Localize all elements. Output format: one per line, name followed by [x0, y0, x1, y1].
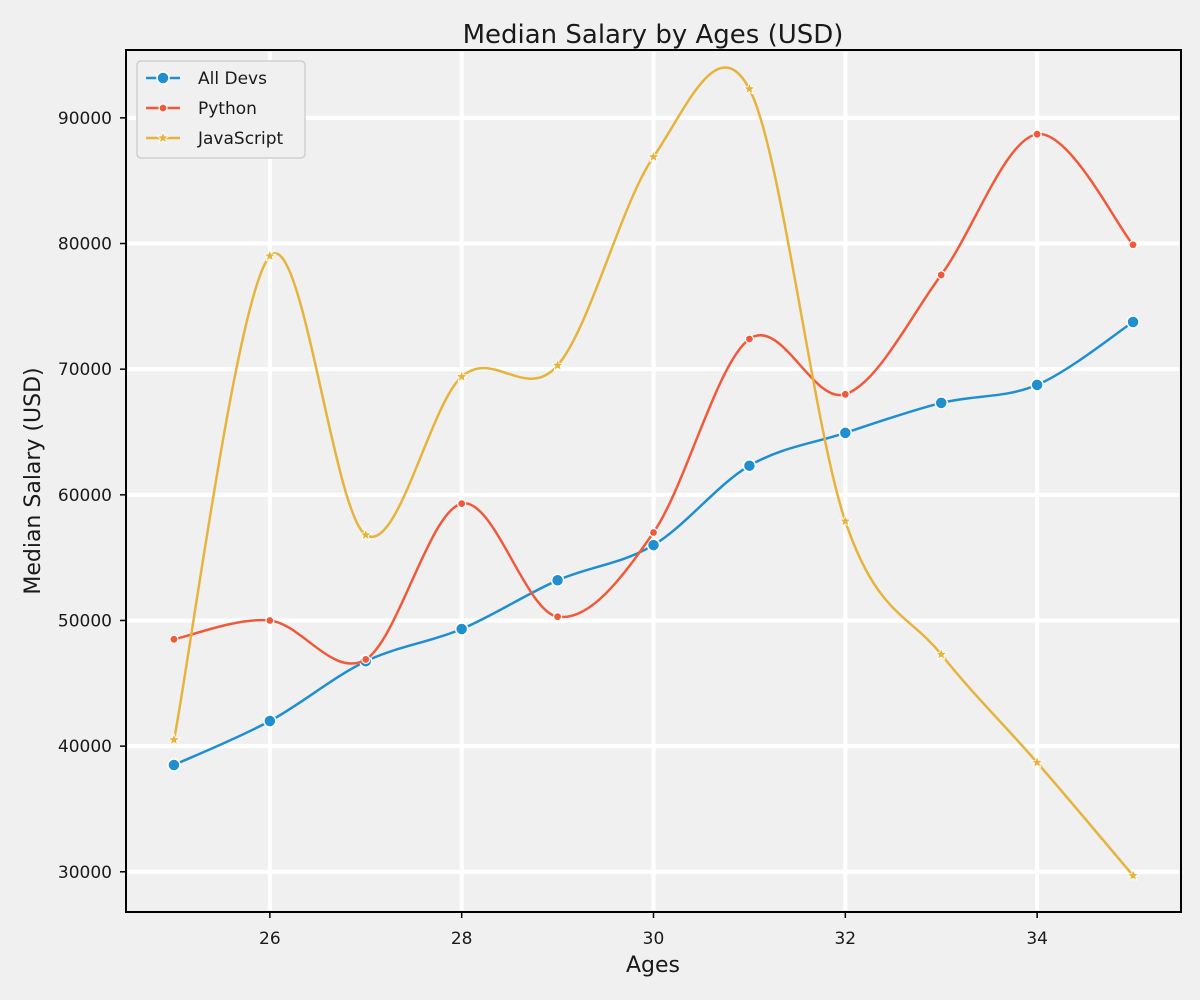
series-line — [172, 132, 1135, 665]
y-tick-label: 40000 — [58, 737, 112, 757]
y-axis-label: Median Salary (USD) — [21, 367, 46, 594]
data-point — [1032, 129, 1042, 139]
series-javascript — [167, 66, 1140, 882]
legend-entry: All Devs — [146, 69, 267, 89]
data-point — [167, 732, 181, 746]
legend-label: JavaScript — [197, 129, 284, 149]
data-point — [934, 647, 948, 661]
x-tick-label: 26 — [259, 929, 281, 949]
data-point — [1030, 378, 1044, 392]
y-tick-label: 90000 — [58, 109, 112, 129]
data-point — [550, 358, 565, 372]
data-point — [263, 714, 277, 728]
x-tick-label: 32 — [834, 929, 856, 949]
x-tick-label: 30 — [643, 929, 665, 949]
legend-entry: Python — [146, 99, 257, 119]
data-point — [156, 130, 170, 144]
series-all-devs — [167, 315, 1140, 772]
data-point — [838, 426, 853, 440]
data-point — [457, 499, 467, 509]
data-point — [156, 71, 170, 85]
data-point — [169, 634, 179, 644]
y-tick-label: 60000 — [58, 486, 112, 506]
data-point — [742, 81, 757, 95]
x-tick-label: 34 — [1026, 929, 1048, 949]
data-point — [167, 758, 181, 772]
data-point — [934, 396, 948, 410]
data-point — [265, 615, 275, 626]
legend: All Devs Python JavaScript — [136, 60, 306, 159]
series — [167, 66, 1140, 882]
data-point — [646, 538, 661, 552]
data-point — [1126, 868, 1140, 882]
data-point — [838, 514, 853, 527]
data-point — [1126, 315, 1140, 329]
legend-box — [136, 60, 306, 159]
data-point — [742, 458, 757, 473]
legend-entry: JavaScript — [146, 129, 284, 149]
data-point — [552, 612, 563, 622]
data-point — [550, 573, 565, 588]
data-point — [646, 149, 661, 163]
data-point — [1030, 755, 1044, 769]
x-axis-label: Ages — [626, 953, 680, 978]
data-point — [744, 334, 755, 344]
legend-label: Python — [198, 99, 257, 119]
x-tick-label: 28 — [451, 929, 473, 949]
ticks: 26 28 30 32 34 30000 40000 50000 60000 70000 80000… — [58, 109, 1048, 949]
y-tick-label: 30000 — [58, 863, 112, 883]
data-point — [263, 249, 277, 262]
y-tick-label: 70000 — [58, 360, 112, 380]
data-point — [1128, 240, 1138, 250]
legend-entries: All Devs Python JavaScript — [146, 69, 284, 149]
data-point — [158, 103, 168, 113]
chart-title: Median Salary by Ages (USD) — [463, 20, 844, 50]
data-point — [361, 654, 371, 665]
data-point — [454, 369, 469, 383]
grid — [128, 52, 1179, 910]
legend-label: All Devs — [198, 69, 267, 89]
data-point — [454, 622, 469, 636]
series-python — [169, 129, 1138, 665]
data-point — [359, 527, 373, 541]
data-point — [936, 270, 946, 280]
data-point — [840, 389, 850, 399]
y-tick-label: 50000 — [58, 611, 112, 631]
data-point — [648, 527, 659, 538]
y-tick-label: 80000 — [58, 235, 112, 255]
